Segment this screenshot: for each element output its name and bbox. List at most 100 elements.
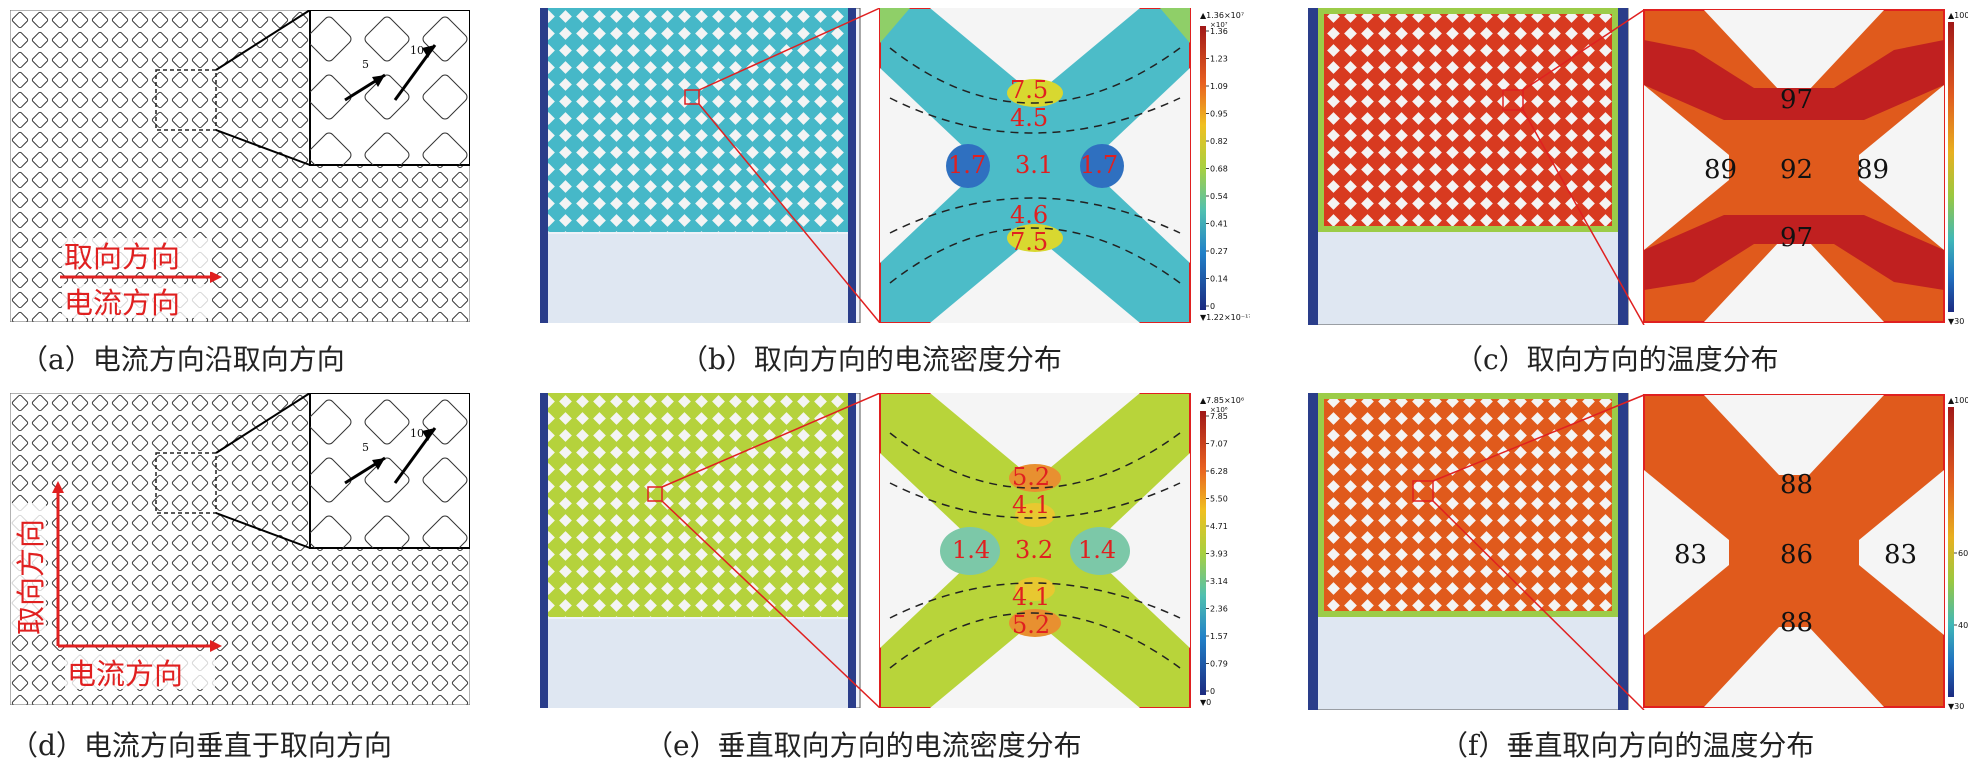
value-center: 3.2 (1015, 536, 1053, 564)
panel-e-figure: 5.2 4.1 1.4 3.2 1.4 4.1 5.2 ▲7.85×10⁶ ×1… (539, 392, 1244, 709)
dim-large-label: 10 (410, 44, 424, 57)
colorbar-tick-label: 0.82 (1210, 137, 1228, 146)
value-right: 89 (1856, 155, 1889, 185)
colorbar-min: ▼0 (1200, 698, 1211, 707)
colorbar: ▲100 ▼30 (1948, 11, 1969, 326)
colorbar-tick-label: 7.85 (1210, 412, 1228, 421)
colorbar-tick-label: 6.28 (1210, 467, 1228, 476)
colorbar-tick-label: 1.23 (1210, 55, 1228, 64)
zoom-inset: 97 89 92 89 97 (1643, 9, 1945, 323)
value-center: 3.1 (1015, 151, 1053, 179)
dim-small-label: 5 (362, 441, 369, 454)
panel-d-figure: 5 10 取向方向 电流方向 (9, 392, 471, 706)
value-center: 86 (1780, 540, 1813, 570)
colorbar-tick-label: 0.95 (1210, 110, 1228, 119)
caption-c: （c）取向方向的温度分布 (1455, 343, 1779, 376)
panel-c-figure: 97 89 92 89 97 ▲100 ▼30 (1307, 7, 1969, 326)
colorbar-max: ▲1.36×10⁷ (1200, 11, 1244, 20)
colorbar-min: ▼1.22×10⁻¹⁷ (1200, 313, 1250, 322)
panel-b-figure: 7.5 4.5 1.7 3.1 1.7 4.6 7.5 ▲1.36×10⁷ ×1… (539, 7, 1251, 324)
current-label: 电流方向 (67, 657, 183, 691)
panel-c: 97 89 92 89 97 ▲100 ▼30 (1307, 7, 1969, 326)
value-center: 92 (1780, 155, 1813, 185)
colorbar-exp: ×10⁷ (1210, 21, 1228, 29)
arrow-right-icon (210, 640, 222, 652)
value-top: 88 (1780, 470, 1813, 500)
value-right: 83 (1884, 540, 1917, 570)
panel-f: 88 83 86 83 88 ▲100 60 40 ▼30 (1307, 392, 1969, 711)
colorbar-exp: ×10⁶ (1210, 406, 1228, 414)
caption-a: （a）电流方向沿取向方向 (20, 343, 345, 376)
current-density-map (548, 8, 848, 232)
colorbar-tick-label: 0.68 (1210, 165, 1228, 174)
colorbar-tick-label: 0.79 (1210, 660, 1228, 669)
colorbar: ▲7.85×10⁶ ×10⁶ 7.85 7.07 6.28 5.50 4.71 3.93 3… (1200, 396, 1244, 707)
colorbar-tick-label: 3.93 (1210, 550, 1228, 559)
value-bottom: 97 (1780, 223, 1813, 253)
dim-small-label: 5 (362, 58, 369, 71)
caption-d: （d）电流方向垂直于取向方向 (10, 729, 392, 762)
colorbar-max: ▲100 (1948, 11, 1968, 20)
zoom-box (1502, 89, 1524, 111)
colorbar-tick-label: 7.07 (1210, 440, 1228, 449)
colorbar-tick-label: 0 (1210, 687, 1215, 696)
zoom-inset: 7.5 4.5 1.7 3.1 1.7 4.6 7.5 (879, 7, 1191, 324)
colorbar-tick-label: 1.09 (1210, 82, 1228, 91)
temperature-map (1324, 14, 1612, 226)
caption-e: （e）垂直取向方向的电流密度分布 (645, 729, 1082, 762)
colorbar: ▲100 60 40 ▼30 (1948, 396, 1969, 711)
colorbar-tick-label: 40 (1958, 621, 1968, 630)
colorbar-max: ▲100 (1948, 396, 1968, 405)
colorbar-tick-label: 0 (1210, 302, 1215, 311)
colorbar-tick-label: 1.57 (1210, 632, 1228, 641)
caption-f: （f）垂直取向方向的温度分布 (1440, 729, 1815, 762)
colorbar-tick-label: 2.36 (1210, 605, 1228, 614)
colorbar-tick-label: 0.27 (1210, 247, 1228, 256)
panel-d: 5 10 取向方向 电流方向 (9, 392, 471, 706)
colorbar-min: ▼30 (1948, 317, 1964, 325)
value-top-outer: 5.2 (1012, 463, 1050, 491)
panel-b: 7.5 4.5 1.7 3.1 1.7 4.6 7.5 ▲1.36×10⁷ ×1… (539, 7, 1251, 324)
colorbar-tick-label: 4.71 (1210, 522, 1228, 531)
value-right: 1.7 (1080, 151, 1118, 179)
value-top-inner: 4.5 (1010, 104, 1048, 132)
colorbar-min: ▼30 (1948, 702, 1964, 710)
temperature-map (1324, 399, 1612, 611)
value-right: 1.4 (1078, 536, 1116, 564)
value-left: 1.4 (952, 536, 990, 564)
colorbar-tick-label: 1.36 (1210, 27, 1228, 36)
value-left: 89 (1704, 155, 1737, 185)
zoom-box (647, 486, 663, 502)
value-bottom: 88 (1780, 608, 1813, 638)
value-top-outer: 7.5 (1010, 76, 1048, 104)
current-density-map (548, 393, 848, 617)
colorbar-tick-label: 0.41 (1210, 220, 1228, 229)
zoom-inset: 5.2 4.1 1.4 3.2 1.4 4.1 5.2 (879, 392, 1191, 709)
value-bottom-outer: 5.2 (1012, 611, 1050, 639)
colorbar-tick-label: 0.14 (1210, 275, 1228, 284)
orientation-label: 取向方向 (14, 519, 48, 635)
arrow-up-icon (52, 481, 64, 493)
zoom-box (155, 69, 217, 131)
zoom-box (684, 89, 700, 105)
value-top: 97 (1780, 85, 1813, 115)
dim-large-label: 10 (410, 427, 424, 440)
panel-e: 5.2 4.1 1.4 3.2 1.4 4.1 5.2 ▲7.85×10⁶ ×1… (539, 392, 1250, 709)
colorbar: ▲1.36×10⁷ ×10⁷ 1.36 1.23 1.09 0.95 0.82 0.68 0… (1200, 11, 1251, 322)
value-top-inner: 4.1 (1012, 491, 1050, 519)
panel-a-figure: 5 10 取向方向 电流方向 (9, 9, 471, 323)
caption-b: （b）取向方向的电流密度分布 (680, 343, 1062, 376)
zoom-box (155, 452, 217, 514)
zoom-box (1412, 480, 1434, 502)
zoom-inset: 88 83 86 83 88 (1643, 394, 1945, 708)
value-bottom-outer: 7.5 (1010, 228, 1048, 256)
panel-f-figure: 88 83 86 83 88 ▲100 60 40 ▼30 (1307, 392, 1969, 711)
value-left: 83 (1674, 540, 1707, 570)
panel-a: 5 10 取向方向 电流方向 (9, 9, 471, 323)
colorbar-tick-label: 60 (1958, 549, 1968, 558)
colorbar-tick-label: 0.54 (1210, 192, 1228, 201)
colorbar-tick-label: 3.14 (1210, 577, 1228, 586)
value-bottom-inner: 4.6 (1010, 201, 1048, 229)
value-bottom-inner: 4.1 (1012, 583, 1050, 611)
value-left: 1.7 (948, 151, 986, 179)
